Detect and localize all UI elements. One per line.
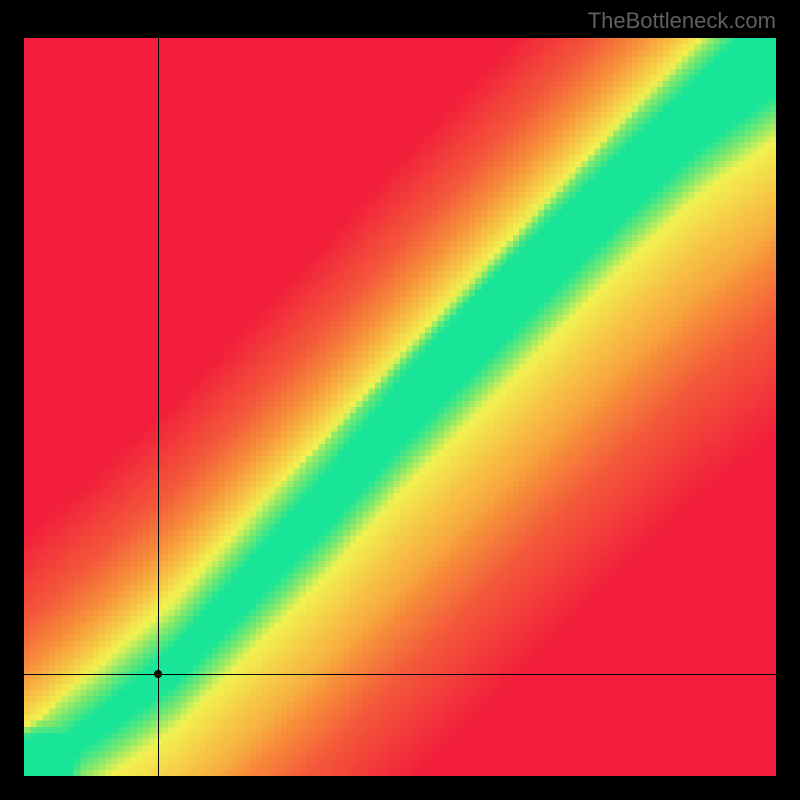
marker-dot [154,670,162,678]
bottleneck-heatmap [24,38,776,776]
watermark-text: TheBottleneck.com [588,8,776,34]
plot-area [24,38,776,776]
crosshair-horizontal [24,674,776,675]
crosshair-vertical [158,38,159,776]
